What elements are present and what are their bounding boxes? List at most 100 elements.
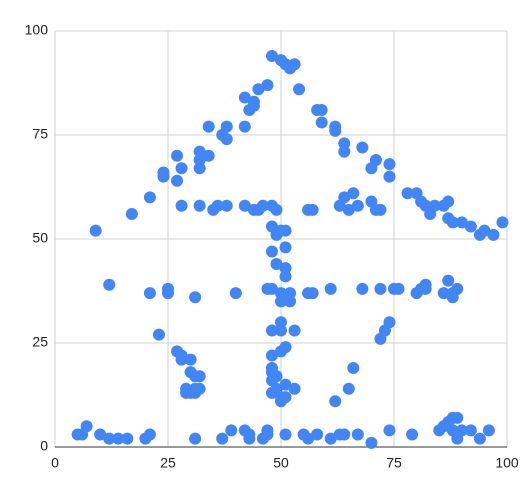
point <box>455 216 468 229</box>
point <box>157 166 170 179</box>
point <box>220 133 233 146</box>
point <box>324 282 337 295</box>
point <box>315 116 328 129</box>
point <box>238 120 251 133</box>
point <box>279 262 292 275</box>
point <box>347 361 360 374</box>
point <box>193 382 206 395</box>
point <box>284 287 297 300</box>
point <box>275 395 287 408</box>
point <box>279 270 292 283</box>
y-tick-label: 50 <box>32 230 48 246</box>
point <box>193 370 206 383</box>
x-tick-label: 0 <box>51 455 59 471</box>
x-tick-label: 75 <box>386 455 402 471</box>
point <box>193 199 206 212</box>
point <box>202 149 215 162</box>
y-tick-label: 0 <box>40 438 48 454</box>
y-tick-label: 100 <box>25 22 49 38</box>
point <box>270 257 283 270</box>
point <box>193 162 206 175</box>
point <box>175 162 188 175</box>
point <box>383 158 396 171</box>
point <box>162 282 174 295</box>
point <box>152 328 165 341</box>
point <box>202 120 215 133</box>
point <box>220 199 233 212</box>
point <box>383 424 396 437</box>
point <box>279 241 292 254</box>
point <box>383 170 396 183</box>
point <box>261 424 274 437</box>
point <box>455 424 468 437</box>
point <box>338 428 351 441</box>
point <box>275 316 287 329</box>
point <box>351 428 364 441</box>
point <box>406 428 419 441</box>
point <box>265 386 278 399</box>
point <box>94 428 107 441</box>
point <box>342 203 355 216</box>
point <box>143 428 156 441</box>
point <box>311 428 324 441</box>
point <box>211 199 224 212</box>
point <box>333 199 346 212</box>
point <box>419 282 432 295</box>
point <box>288 58 301 71</box>
point <box>265 245 278 258</box>
point <box>184 353 197 366</box>
x-tick-label: 100 <box>495 455 519 471</box>
point <box>238 199 251 212</box>
point <box>125 208 138 221</box>
point <box>342 382 355 395</box>
point <box>279 378 292 391</box>
point <box>220 120 233 133</box>
y-tick-label: 75 <box>32 126 48 142</box>
point <box>338 145 351 158</box>
point <box>252 83 265 96</box>
point <box>315 104 328 117</box>
x-tick-label: 50 <box>273 455 289 471</box>
point <box>175 199 188 212</box>
point <box>143 191 156 204</box>
point <box>392 282 405 295</box>
point <box>428 199 441 212</box>
point <box>265 324 278 337</box>
point <box>401 187 414 200</box>
point <box>365 436 378 449</box>
point <box>369 153 382 166</box>
point <box>80 420 93 433</box>
point <box>374 282 387 295</box>
point <box>279 341 292 354</box>
point <box>216 432 229 445</box>
point <box>473 432 486 445</box>
point <box>442 195 455 208</box>
point <box>189 291 202 304</box>
point <box>103 432 116 445</box>
point <box>306 203 319 216</box>
point <box>279 224 292 237</box>
point <box>171 174 184 187</box>
point <box>446 216 459 229</box>
point <box>374 332 387 345</box>
point <box>437 287 450 300</box>
point <box>329 395 342 408</box>
point <box>261 79 274 92</box>
point <box>189 432 202 445</box>
point <box>229 287 242 300</box>
point <box>302 432 315 445</box>
point <box>175 353 188 366</box>
point <box>103 278 116 291</box>
point <box>247 95 260 108</box>
point <box>275 324 287 337</box>
point <box>374 203 387 216</box>
point <box>351 199 364 212</box>
point <box>329 124 342 137</box>
point <box>288 324 301 337</box>
point <box>193 153 206 166</box>
point <box>442 274 455 287</box>
point <box>265 49 278 62</box>
point <box>171 149 184 162</box>
